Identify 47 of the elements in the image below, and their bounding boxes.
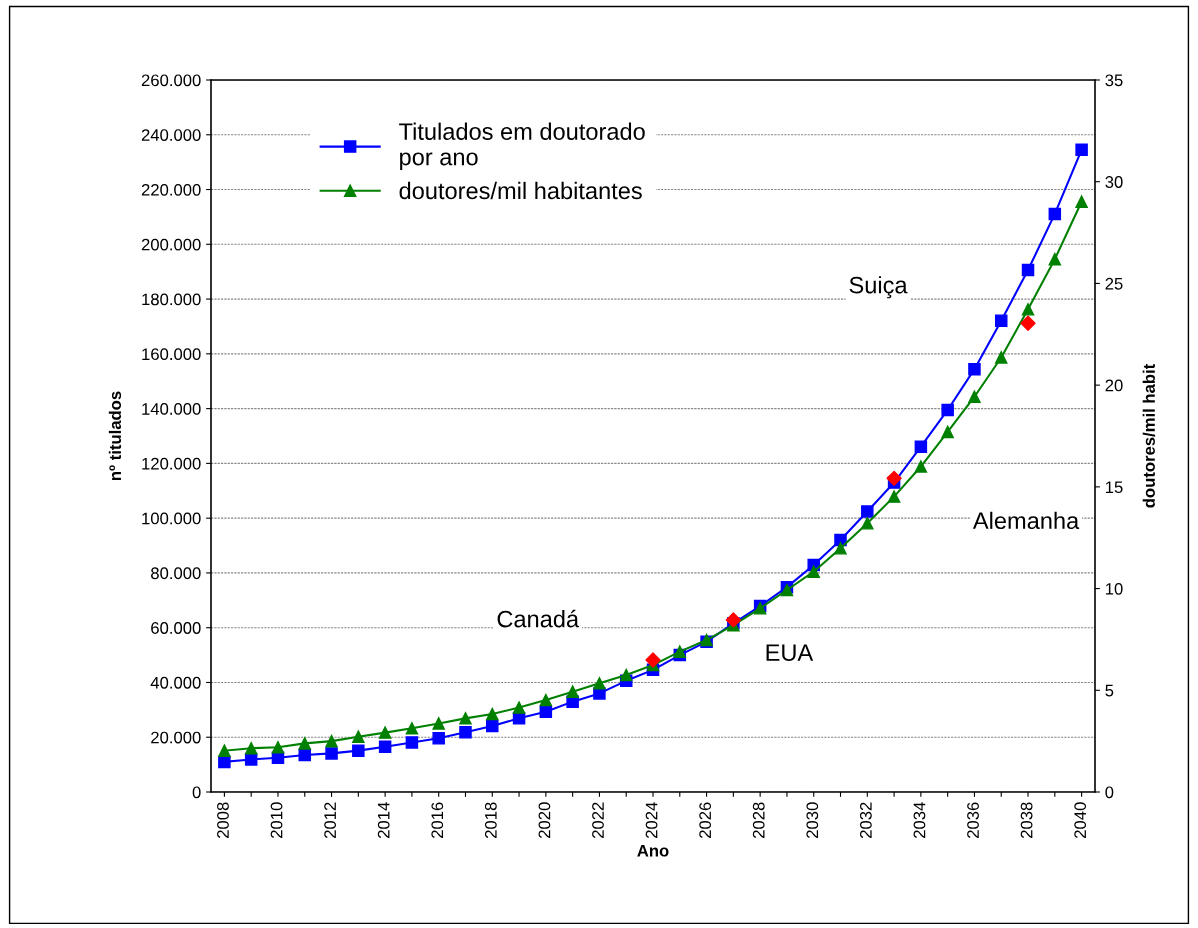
y2-tick-label: 20	[1105, 379, 1123, 392]
y2-tick-label: 10	[1105, 582, 1123, 595]
y-tick-label: 60.000	[151, 622, 201, 634]
legend-label: doutores/mil habitantes	[399, 181, 642, 200]
x-tick-label: 2016	[431, 802, 444, 838]
y-tick-label: 120.000	[142, 457, 201, 470]
x-tick-label: 2032	[859, 802, 872, 838]
y-tick-label: 180.000	[142, 293, 201, 306]
y-tick-label: 240.000	[141, 129, 201, 141]
x-tick-label: 2038	[1020, 802, 1033, 838]
x-tick-label: 2022	[592, 802, 604, 838]
y2-tick-label: 5	[1105, 684, 1114, 697]
y2-tick-label: 25	[1105, 277, 1123, 290]
annotation: Alemanha	[972, 511, 1080, 530]
x-tick-label: 2026	[699, 802, 712, 838]
y-tick-label: 0	[192, 786, 201, 799]
y-tick-label: 40.000	[150, 676, 201, 689]
x-tick-label: 2034	[913, 802, 926, 838]
x-tick-label: 2028	[752, 802, 765, 838]
x-tick-label: 2040	[1074, 802, 1087, 838]
x-tick-label: 2030	[806, 802, 819, 838]
y-tick-label: 200.000	[141, 238, 201, 251]
y2-tick-label: 30	[1105, 176, 1123, 188]
x-tick-label: 2024	[645, 802, 658, 838]
x-tick-label: 2008	[217, 802, 229, 838]
x-tick-label: 2012	[324, 802, 337, 838]
y2-tick-label: 35	[1105, 74, 1123, 87]
x-tick-label: 2036	[967, 802, 979, 838]
y-tick-label: 260.000	[141, 74, 201, 87]
y-tick-label: 160.000	[142, 348, 201, 361]
x-axis-title: Ano	[637, 844, 669, 857]
y-tick-label: 80.000	[151, 567, 201, 580]
x-tick-label: 2014	[377, 802, 390, 838]
y2-tick-label: 0	[1105, 786, 1114, 799]
annotation: EUA	[766, 644, 814, 661]
y-tick-label: 220.000	[141, 183, 201, 196]
y2-axis-title: doutores/mil habit	[1142, 363, 1156, 508]
x-tick-label: 2010	[270, 802, 283, 838]
y-tick-label: 140.000	[142, 403, 201, 415]
x-tick-label: 2020	[538, 802, 551, 838]
annotation: Canadá	[497, 609, 580, 628]
x-tick-label: 2018	[484, 802, 497, 838]
y-axis-title: nº titulados	[108, 391, 122, 481]
annotation: Suiça	[849, 276, 908, 299]
y2-tick-label: 15	[1105, 481, 1123, 494]
y-tick-label: 100.000	[142, 512, 201, 525]
y-tick-label: 20.000	[151, 731, 201, 744]
